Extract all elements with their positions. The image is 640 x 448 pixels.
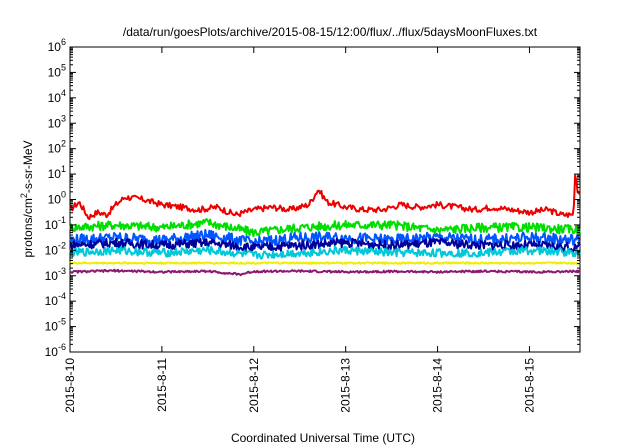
y-axis-title-prefix: protons/cm <box>21 198 35 257</box>
y-tick-label: 103 <box>48 113 66 130</box>
chart-title: /data/run/goesPlots/archive/2015-08-15/1… <box>123 25 538 39</box>
y-tick-label: 106 <box>48 37 66 54</box>
series-line <box>69 218 581 238</box>
y-tick-label: 102 <box>48 139 66 156</box>
y-tick-label: 104 <box>48 88 66 105</box>
series-layer <box>69 174 581 277</box>
y-tick-label: 100 <box>48 190 66 207</box>
x-tick-label: 2015-8-10 <box>63 358 77 413</box>
series-line <box>69 237 581 253</box>
x-axis-ticks: 2015-8-10 2015-8-11 2015-8-12 2015-8-13 2015… <box>63 47 536 413</box>
series-line <box>69 261 581 265</box>
y-tick-label: 105 <box>48 62 66 79</box>
series-line <box>69 245 581 260</box>
y-axis-title: protons/cm2-s-sr-MeV <box>19 140 35 257</box>
y-axis-title-suffix: -s-sr-MeV <box>21 140 35 193</box>
x-tick-label: 2015-8-14 <box>431 358 445 413</box>
y-tick-label: 10-6 <box>45 342 66 359</box>
y-tick-label: 10-1 <box>45 215 66 232</box>
y-tick-label: 10-3 <box>45 266 66 283</box>
x-axis-title: Coordinated Universal Time (UTC) <box>231 431 415 445</box>
y-tick-label: 101 <box>48 164 66 181</box>
x-tick-label: 2015-8-12 <box>247 358 261 413</box>
y-tick-label: 10-2 <box>45 240 66 257</box>
series-line <box>69 174 581 221</box>
y-axis-title-superscript: 2 <box>19 193 29 198</box>
y-axis-ticks: 10-6 10-5 10-4 10-3 10-2 10-1 100 101 102 103 104 1… <box>45 37 580 359</box>
y-tick-label: 10-5 <box>45 317 66 334</box>
y-tick-label: 10-4 <box>45 291 66 308</box>
x-tick-label: 2015-8-13 <box>339 358 353 413</box>
series-line <box>69 268 581 277</box>
x-tick-label: 2015-8-11 <box>155 358 169 412</box>
x-tick-label: 2015-8-15 <box>522 358 536 413</box>
